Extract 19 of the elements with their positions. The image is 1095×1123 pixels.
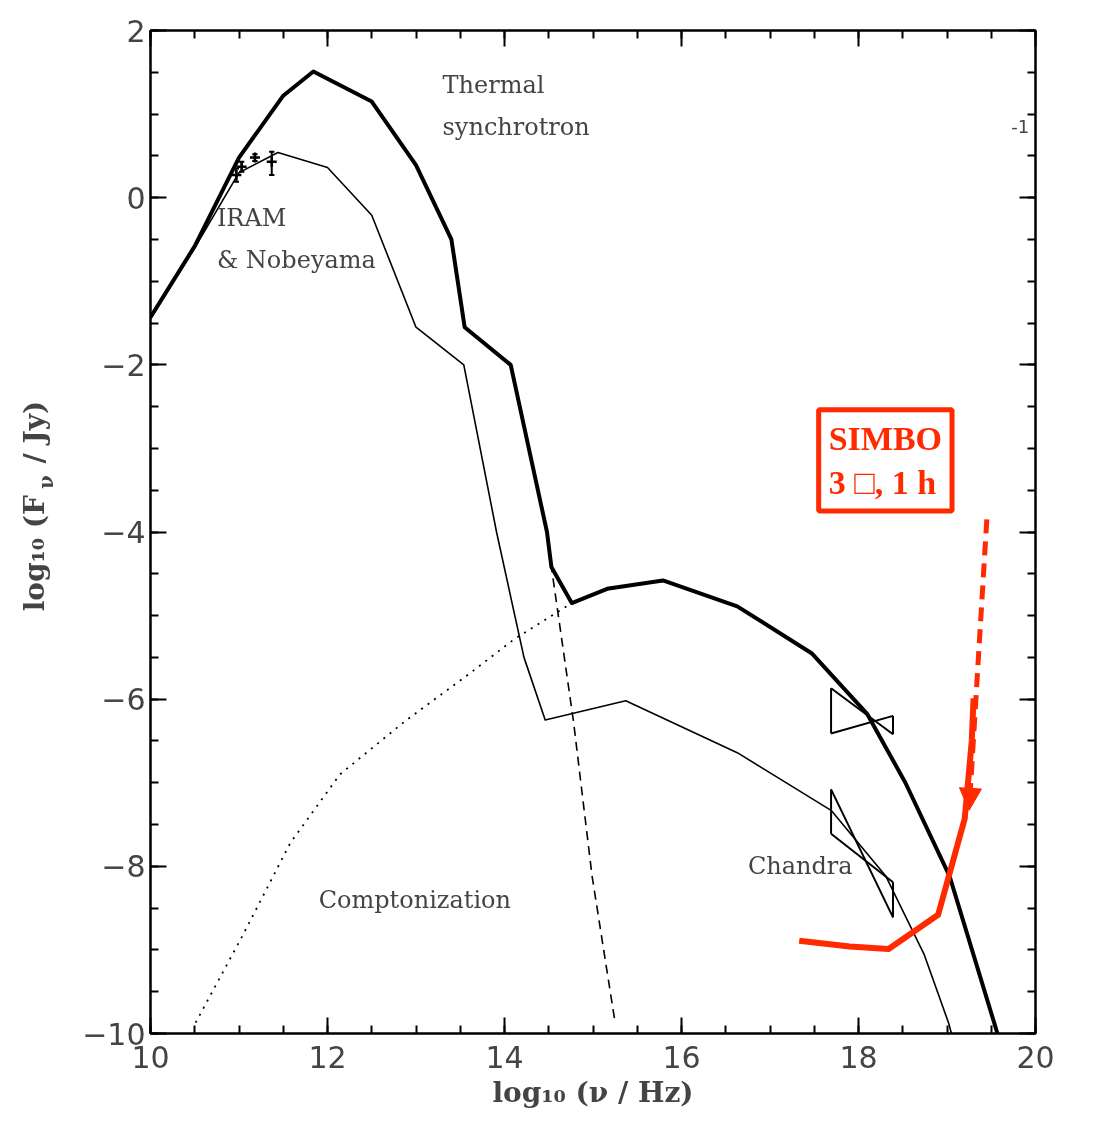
y-tick-label: −8	[101, 849, 146, 885]
x-tick-label: 20	[1016, 1039, 1055, 1075]
y-tick-label: 0	[126, 180, 146, 216]
annotation: Comptonization	[318, 885, 511, 914]
x-tick-label: 16	[662, 1039, 701, 1075]
y-tick-label: −2	[101, 347, 146, 383]
y-tick-label: −4	[101, 515, 146, 550]
x-tick-label: 12	[308, 1039, 347, 1075]
x-tick-label: 14	[485, 1039, 524, 1075]
y-tick-label: −6	[101, 682, 146, 718]
annotation: Thermal synchrotron	[442, 70, 590, 141]
y-axis-title: log₁₀ (Fν / Jy)	[17, 400, 58, 612]
annotation: IRAM & Nobeyama	[216, 204, 376, 275]
x-axis-title: log₁₀ (ν / Hz)	[492, 1075, 694, 1109]
annotation: Chandra	[747, 852, 853, 881]
annotation: -1	[1011, 116, 1030, 138]
y-tick-label: 2	[126, 13, 146, 49]
x-tick-label: 18	[839, 1039, 878, 1075]
annotation: SIMBO 3 □, 1 h	[828, 419, 943, 502]
